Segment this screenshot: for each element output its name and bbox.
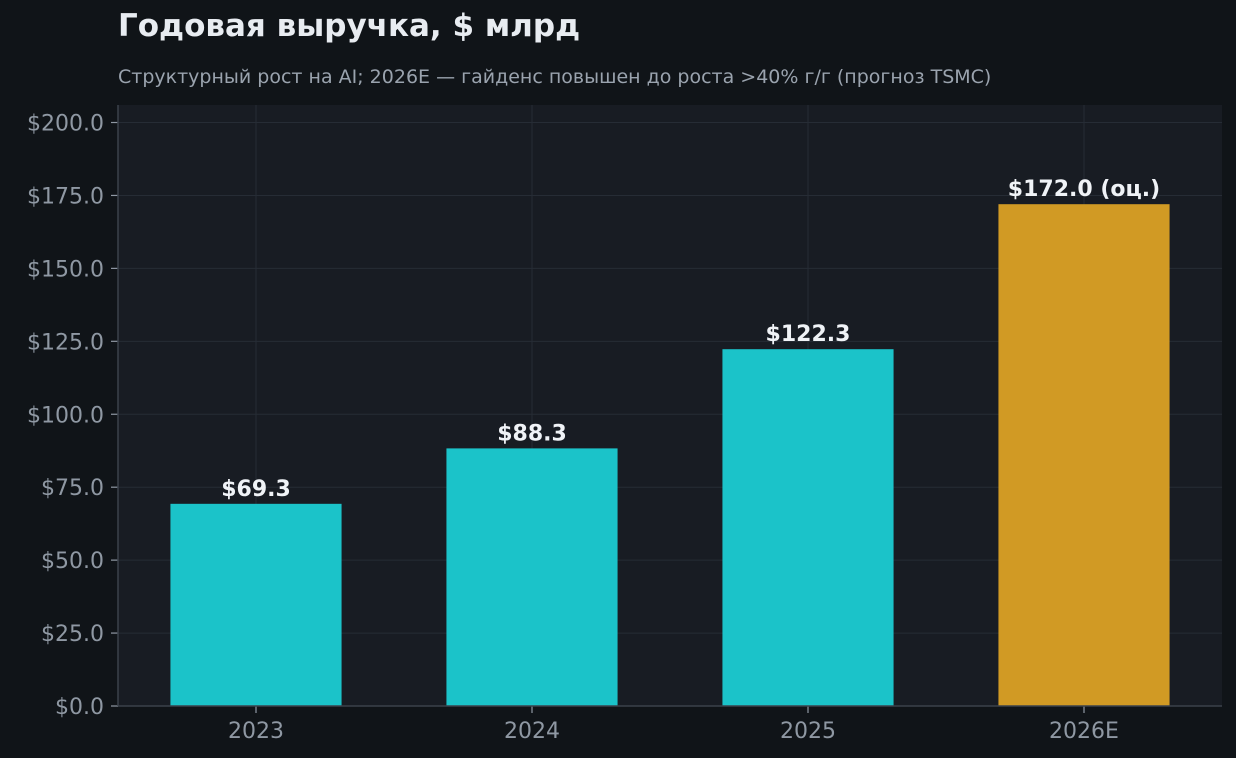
y-tick-label: $125.0 <box>27 330 104 355</box>
bars <box>170 204 1170 707</box>
bar-value-label: $122.3 <box>766 322 851 347</box>
axes: $0.0 $25.0 $50.0 $75.0 $100.0 $125.0 $150.0 $17… <box>27 105 1222 744</box>
x-tick-label: 2026E <box>1049 719 1119 744</box>
bar-value-label: $88.3 <box>497 421 567 446</box>
bar-value-label: $172.0 (оц.) <box>1008 177 1160 202</box>
y-tick-label: $25.0 <box>41 622 104 647</box>
data-labels: $69.3 $88.3 $122.3 $172.0 (оц.) <box>221 177 1160 502</box>
bar-value-label: $69.3 <box>221 477 291 502</box>
y-tick-label: $75.0 <box>41 476 104 501</box>
x-tick-label: 2024 <box>504 719 560 744</box>
bar-2023 <box>170 503 342 706</box>
y-tick-label: $200.0 <box>27 112 104 137</box>
x-tick-label: 2023 <box>228 719 284 744</box>
y-tick-label: $0.0 <box>55 695 104 720</box>
y-tick-label: $100.0 <box>27 403 104 428</box>
chart-subtitle: Структурный рост на AI; 2026E — гайденс … <box>118 66 992 88</box>
x-tick-label: 2025 <box>780 719 836 744</box>
y-tick-label: $50.0 <box>41 549 104 574</box>
bar-2026E <box>998 204 1170 707</box>
chart-title: Годовая выручка, $ млрд <box>118 8 581 44</box>
y-tick-label: $175.0 <box>27 184 104 209</box>
bar-2024 <box>446 448 618 706</box>
bar-2025 <box>722 349 894 706</box>
y-tick-label: $150.0 <box>27 257 104 282</box>
